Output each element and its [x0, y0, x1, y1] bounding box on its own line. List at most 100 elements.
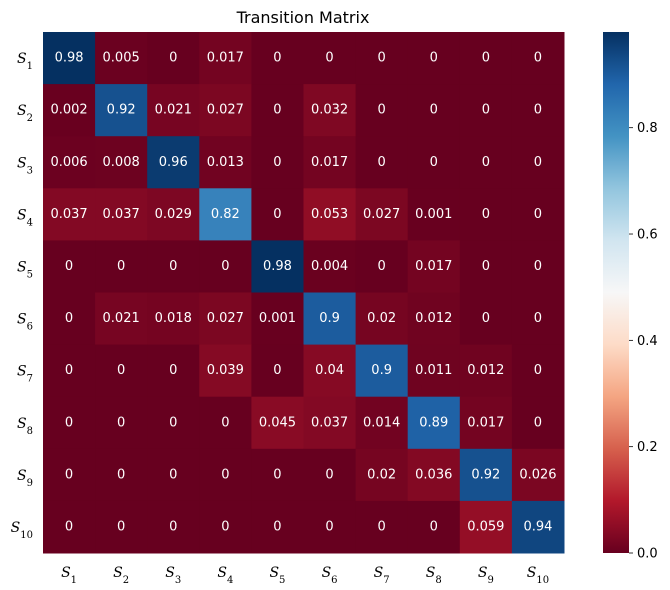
- heatmap-cell: [303, 84, 357, 137]
- heatmap-cell: [95, 344, 148, 398]
- cell-value-label: 0.017: [311, 155, 348, 170]
- heatmap-cell: [511, 188, 565, 241]
- cell-value-label: 0.053: [311, 207, 348, 222]
- heatmap-cell: [459, 188, 513, 241]
- row-label: S5: [17, 259, 33, 280]
- cell-value-label: 0.02: [367, 311, 396, 326]
- row-label: S4: [17, 207, 33, 228]
- heatmap-cell: [303, 292, 357, 346]
- heatmap-cell: [43, 500, 96, 554]
- heatmap-cell: [147, 188, 200, 241]
- cell-value-label: 0.98: [55, 51, 84, 66]
- cell-value-label: 0: [273, 51, 281, 66]
- cell-value-label: 0.017: [467, 415, 504, 430]
- heatmap-cell: [407, 500, 461, 554]
- heatmap-cell: [511, 396, 565, 450]
- heatmap-cell: [95, 84, 148, 137]
- heatmap-cell: [303, 448, 357, 502]
- cell-value-label: 0: [534, 311, 542, 326]
- heatmap-cell: [355, 136, 409, 189]
- column-labels: S1 S2 S3 S4 S5 S6 S7 S8 S9 S10: [61, 565, 549, 586]
- cell-value-label: 0.045: [259, 415, 296, 430]
- column-label: S4: [217, 565, 233, 586]
- colorbar: [603, 32, 629, 553]
- cell-value-label: 0.9: [319, 311, 340, 326]
- cell-value-label: 0.027: [363, 207, 400, 222]
- heatmap-cell: [251, 448, 304, 502]
- heatmap-cell: [511, 448, 565, 502]
- cell-value-label: 0: [534, 415, 542, 430]
- column-label: S5: [269, 565, 285, 586]
- cell-value-label: 0.98: [263, 259, 292, 274]
- cell-value-label: 0: [221, 467, 229, 482]
- cell-value-label: 0: [273, 467, 281, 482]
- cell-value-label: 0: [430, 155, 438, 170]
- heatmap-cell: [407, 136, 461, 189]
- cell-value-label: 0.92: [471, 467, 500, 482]
- cell-value-label: 0: [117, 519, 125, 534]
- heatmap-cell: [147, 448, 200, 502]
- heatmap-cell: [199, 32, 252, 85]
- heatmap-cell: [511, 500, 565, 554]
- cell-value-label: 0.037: [311, 415, 348, 430]
- heatmap-cell: [95, 32, 148, 85]
- cell-value-label: 0.04: [315, 363, 344, 378]
- heatmap-cell: [251, 396, 304, 450]
- heatmap-cell: [355, 448, 409, 502]
- heatmap-cell: [199, 188, 252, 241]
- column-label: S7: [374, 565, 390, 586]
- cell-value-label: 0.89: [419, 415, 448, 430]
- cell-value-label: 0.026: [519, 467, 556, 482]
- heatmap-cell: [459, 136, 513, 189]
- heatmap-cell: [355, 396, 409, 450]
- cell-value-label: 0: [534, 259, 542, 274]
- cell-value-label: 0.017: [207, 51, 244, 66]
- cell-value-label: 0: [65, 363, 73, 378]
- cell-value-label: 0: [221, 415, 229, 430]
- cell-value-label: 0.012: [467, 363, 504, 378]
- cell-value-label: 0: [117, 363, 125, 378]
- cell-value-label: 0.021: [155, 103, 192, 118]
- heatmap-cell: [43, 292, 96, 346]
- heatmap-cell: [459, 240, 513, 293]
- row-label: S3: [17, 155, 33, 176]
- cell-value-label: 0: [221, 259, 229, 274]
- cell-value-label: 0.039: [207, 363, 244, 378]
- row-label: S10: [11, 520, 33, 541]
- heatmap-cell: [251, 240, 304, 293]
- cell-value-label: 0.032: [311, 103, 348, 118]
- heatmap-cell: [251, 344, 304, 398]
- cell-value-label: 0: [378, 259, 386, 274]
- row-label: S2: [17, 103, 33, 124]
- cell-value-label: 0: [534, 363, 542, 378]
- heatmap-cell: [43, 136, 96, 189]
- cell-value-label: 0: [169, 415, 177, 430]
- row-labels: S1 S2 S3 S4 S5 S6 S7 S8 S9 S10: [11, 51, 33, 540]
- cell-value-label: 0: [117, 259, 125, 274]
- heatmap-cell: [459, 448, 513, 502]
- heatmap-cells: 0.98 0.005 0 0.017 0 0 0 0 0 0 0.002 0.92 0.021 0.027…: [43, 32, 565, 554]
- heatmap-cell: [43, 188, 96, 241]
- cell-value-label: 0: [378, 51, 386, 66]
- cell-value-label: 0.037: [103, 207, 140, 222]
- heatmap-cell: [43, 344, 96, 398]
- cell-value-label: 0: [482, 103, 490, 118]
- cell-value-label: 0.005: [103, 51, 140, 66]
- colorbar-tick-label: 0.2: [637, 440, 658, 455]
- heatmap-cell: [407, 32, 461, 85]
- cell-value-label: 0: [430, 51, 438, 66]
- cell-value-label: 0.001: [415, 207, 452, 222]
- colorbar-tick-label: 0.6: [637, 228, 658, 243]
- heatmap-cell: [251, 500, 304, 554]
- cell-value-label: 0: [169, 259, 177, 274]
- heatmap-cell: [303, 396, 357, 450]
- cell-value-label: 0.012: [415, 311, 452, 326]
- chart-title: Transition Matrix: [236, 8, 370, 27]
- cell-value-label: 0: [482, 259, 490, 274]
- column-label: S6: [322, 565, 338, 586]
- heatmap-cell: [303, 188, 357, 241]
- cell-value-label: 0.014: [363, 415, 400, 430]
- heatmap-cell: [147, 32, 200, 85]
- heatmap-cell: [303, 32, 357, 85]
- heatmap-cell: [407, 448, 461, 502]
